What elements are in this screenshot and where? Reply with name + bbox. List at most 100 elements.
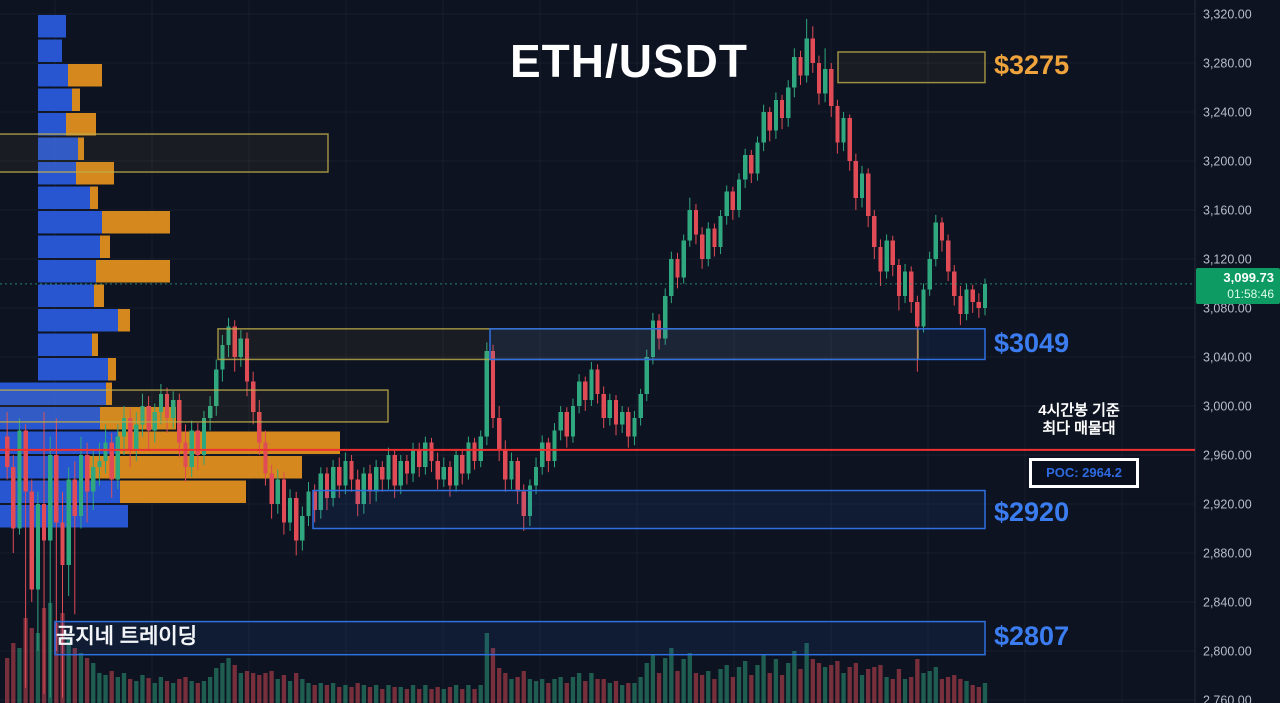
axis-tick-label[interactable]: 3,040.00 [1203, 351, 1252, 365]
axis-tick-label[interactable]: 3,200.00 [1203, 155, 1252, 169]
volume-bar [570, 677, 576, 703]
candle-body [570, 406, 576, 437]
volume-profile-sell-bar [94, 284, 104, 308]
candle-body [103, 442, 108, 462]
volume-profile-buy-bar [38, 39, 62, 63]
candle-body [140, 406, 145, 425]
candle-body [195, 430, 200, 455]
axis-tick-label[interactable]: 2,840.00 [1203, 595, 1252, 609]
volume-bar [226, 658, 231, 703]
candle-body [35, 503, 41, 590]
volume-profile-sell-bar [120, 480, 246, 503]
volume-bar [964, 681, 969, 703]
axis-tick-label[interactable]: 2,760.00 [1203, 693, 1252, 703]
candle-body [5, 436, 10, 468]
axis-tick-label[interactable]: 3,240.00 [1203, 106, 1252, 120]
volume-profile-sell-bar [66, 113, 96, 136]
candle-body [97, 461, 102, 468]
volume-bar [638, 677, 643, 703]
candle-body [503, 448, 508, 480]
volume-profile-buy-bar [38, 113, 66, 136]
volume-bar [902, 679, 908, 703]
candle-body [576, 381, 582, 407]
volume-bar [324, 685, 330, 703]
volume-bar [743, 661, 748, 703]
volume-bar [921, 673, 926, 703]
candle-body [620, 412, 625, 425]
volume-bar [29, 628, 34, 703]
candle-body [429, 442, 434, 462]
candle-body [380, 467, 385, 480]
volume-bar [933, 667, 938, 703]
candle-body [158, 393, 164, 413]
axis-tick-label[interactable]: 3,000.00 [1203, 400, 1252, 414]
candle-body [693, 210, 699, 235]
candle-body [337, 467, 342, 486]
candle-body [367, 473, 373, 492]
candle-body [964, 289, 969, 315]
volume-bar [540, 679, 545, 703]
volume-bar [896, 669, 902, 703]
axis-tick-label[interactable]: 3,320.00 [1203, 8, 1252, 22]
candle-body [712, 228, 717, 247]
axis-tick-label[interactable]: 2,800.00 [1203, 644, 1252, 658]
volume-profile-buy-bar [38, 260, 96, 283]
volume-bar [884, 677, 889, 703]
candle-body [927, 259, 932, 290]
candle-body [460, 454, 465, 474]
volume-profile-sell-bar [102, 211, 170, 234]
volume-bar [472, 689, 477, 703]
volume-bar [509, 679, 514, 703]
volume-bar [497, 668, 502, 703]
volume-profile-buy-bar [38, 211, 102, 234]
volume-bar [460, 689, 465, 703]
watermark-text: 곰지네 트레이딩 [56, 625, 198, 648]
candle-body [263, 442, 268, 474]
volume-bar [66, 638, 71, 703]
candle-body [798, 56, 803, 76]
axis-tick-label[interactable]: 2,920.00 [1203, 497, 1252, 511]
candle-body [945, 240, 951, 272]
volume-bar [337, 687, 342, 703]
axis-tick-label[interactable]: 3,160.00 [1203, 204, 1252, 218]
volume-bar [410, 685, 416, 703]
volume-bar [564, 683, 569, 703]
axis-tick-label[interactable]: 3,120.00 [1203, 253, 1252, 267]
volume-bar [681, 659, 686, 703]
candle-body [699, 234, 705, 260]
level-label-2807: $2807 [994, 621, 1070, 651]
candle-body [779, 99, 785, 119]
price-zone-box [0, 389, 389, 423]
volume-bar [675, 671, 680, 703]
candle-body [816, 63, 822, 94]
level-label-2920: $2920 [994, 497, 1070, 527]
volume-profile-buy-bar [38, 162, 76, 185]
volume-bar [620, 685, 625, 703]
candle-body [681, 240, 686, 278]
volume-profile-sell-bar [86, 455, 302, 479]
volume-profile-sell-bar [90, 186, 98, 210]
volume-bar [927, 671, 932, 703]
candle-body [533, 467, 539, 486]
volume-bar [841, 673, 846, 703]
candle-countdown-timer: 01:58:46 [1227, 287, 1274, 301]
volume-bar [72, 648, 77, 703]
axis-tick-label[interactable]: 2,960.00 [1203, 448, 1252, 462]
axis-tick-label[interactable]: 3,080.00 [1203, 302, 1252, 316]
candle-body [23, 430, 28, 492]
candle-body [183, 442, 188, 468]
volume-bar [749, 675, 754, 703]
volume-bar [687, 653, 692, 703]
candle-body [78, 454, 84, 517]
volume-bar [17, 648, 22, 703]
candle-body [238, 338, 243, 358]
candle-body [509, 461, 514, 480]
axis-tick-label[interactable]: 2,880.00 [1203, 546, 1252, 560]
volume-bar [663, 658, 668, 703]
candle-body [466, 442, 471, 474]
volume-bar [263, 673, 268, 703]
volume-profile-buy-bar [38, 186, 90, 210]
candle-body [66, 479, 71, 566]
axis-tick-label[interactable]: 3,280.00 [1203, 57, 1252, 71]
